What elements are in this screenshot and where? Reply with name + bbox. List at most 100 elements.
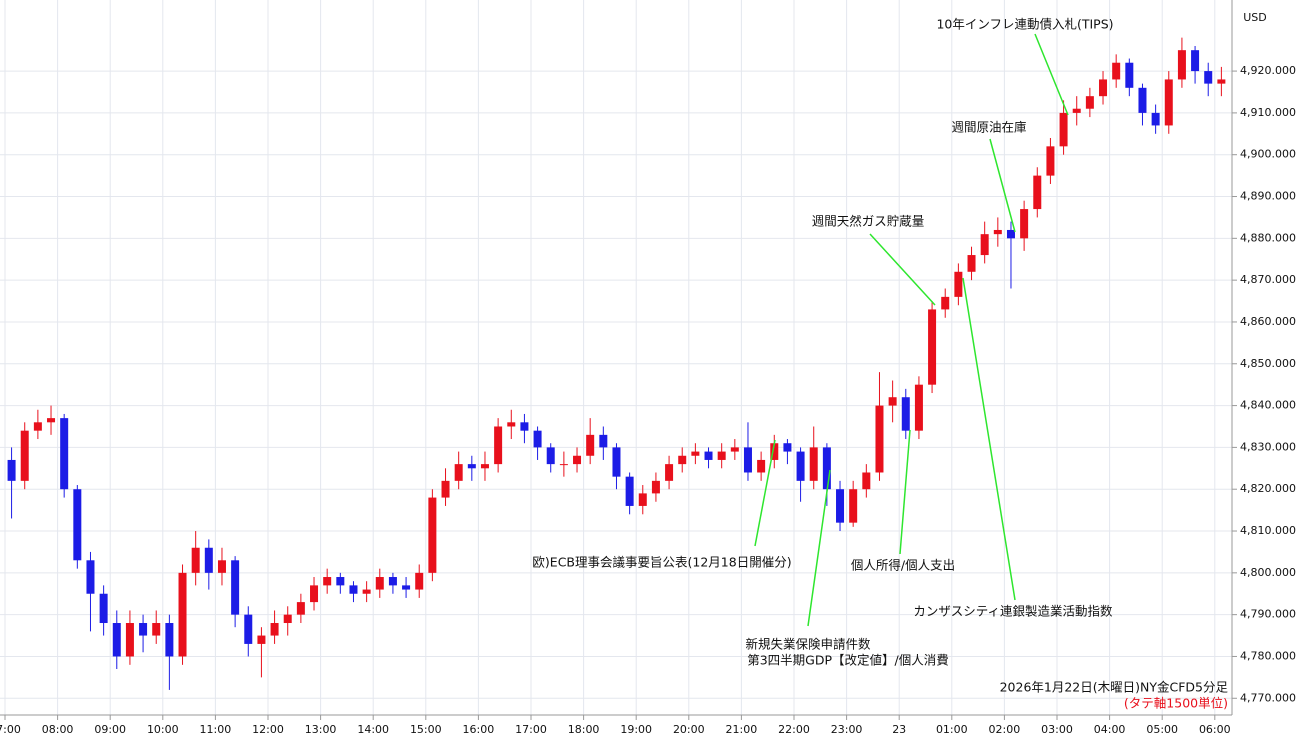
- candle-body: [415, 572, 424, 590]
- candle-body: [217, 560, 226, 573]
- annotation-line: [962, 277, 1016, 601]
- candle-body: [730, 447, 739, 452]
- y-tick-label: 4,910.000: [1240, 106, 1296, 119]
- x-tick-label: 22:00: [778, 723, 810, 736]
- y-tick-label: 4,860.000: [1240, 315, 1296, 328]
- annotation: 週間原油在庫: [951, 120, 1026, 135]
- candle-body: [388, 577, 397, 586]
- candle-body: [1020, 209, 1029, 239]
- candle-body: [980, 234, 989, 256]
- x-tick-label: 17:00: [515, 723, 547, 736]
- candle-body: [336, 577, 345, 586]
- candle-body: [1164, 79, 1173, 126]
- candle-body: [1072, 108, 1081, 113]
- annotation: 欧)ECB理事会議事要旨公表(12月18日開催分): [532, 555, 791, 570]
- annotation: 新規失業保険申請件数: [745, 637, 871, 652]
- candle-body: [257, 635, 266, 644]
- y-tick-label: 4,800.000: [1240, 566, 1296, 579]
- candle-body: [901, 397, 910, 431]
- annotation: 10年インフレ連動債入札(TIPS): [936, 17, 1113, 32]
- y-tick-label: 4,840.000: [1240, 399, 1296, 412]
- candle-body: [1177, 50, 1186, 80]
- annotations: 10年インフレ連動債入札(TIPS) 週間原油在庫 週間天然ガス貯蔵量 欧)EC…: [532, 17, 1113, 668]
- candle-body: [743, 447, 752, 473]
- annotation: 個人所得/個人支出: [851, 558, 955, 573]
- candle-body: [296, 602, 305, 615]
- annotation: カンザスシティ連銀製造業活動指数: [913, 604, 1113, 619]
- candle-body: [796, 451, 805, 481]
- candle-body: [875, 405, 884, 473]
- candle-body: [862, 472, 871, 490]
- x-tick-label: 09:00: [94, 723, 126, 736]
- candle-body: [1217, 79, 1226, 84]
- x-tick-label: 18:00: [568, 723, 600, 736]
- candle-body: [270, 623, 279, 636]
- candle-body: [651, 480, 660, 494]
- y-tick-label: 4,780.000: [1240, 649, 1296, 662]
- candle-body: [139, 623, 148, 636]
- candle-body: [1125, 62, 1134, 88]
- x-tick-label: 19:00: [620, 723, 652, 736]
- candle-body: [520, 422, 529, 431]
- y-tick-label: 4,870.000: [1240, 273, 1296, 286]
- candle-body: [678, 455, 687, 465]
- candle-body: [573, 455, 582, 465]
- x-tick-label: 23: [892, 723, 906, 736]
- y-tick-label: 4,880.000: [1240, 231, 1296, 244]
- candle-body: [1085, 96, 1094, 109]
- candle-body: [704, 451, 713, 460]
- candle-body: [928, 309, 937, 385]
- candle-body: [612, 447, 621, 477]
- x-tick-label: 03:00: [1041, 723, 1073, 736]
- candle-body: [152, 623, 161, 636]
- candle-body: [494, 426, 503, 465]
- y-tick-label: 4,790.000: [1240, 608, 1296, 621]
- candle-body: [954, 271, 963, 297]
- candle-body: [33, 422, 42, 431]
- x-tick-label: 12:00: [252, 723, 284, 736]
- candle-body: [625, 476, 634, 506]
- annotation-line: [989, 138, 1016, 233]
- candle-body: [310, 585, 319, 603]
- candle-body: [86, 560, 95, 594]
- candle-body: [244, 614, 253, 644]
- subcaption: (タテ軸1500単位): [1124, 696, 1228, 711]
- candle-body: [507, 422, 516, 427]
- candle-body: [822, 447, 831, 490]
- candle-body: [112, 623, 121, 657]
- candle-body: [1191, 50, 1200, 72]
- x-tick-label: 07:00: [0, 723, 21, 736]
- candle-body: [99, 593, 108, 624]
- x-tick-label: 01:00: [936, 723, 968, 736]
- candle-body: [941, 296, 950, 310]
- x-tick-label: 20:00: [673, 723, 705, 736]
- candle-body: [1059, 112, 1068, 147]
- currency-label: USD: [1243, 11, 1267, 24]
- x-tick-label: 06:00: [1199, 723, 1231, 736]
- candle-body: [599, 434, 608, 448]
- candle-body: [836, 489, 845, 523]
- annotation-line: [899, 429, 911, 555]
- candle-body: [1046, 146, 1055, 176]
- x-tick-label: 10:00: [147, 723, 179, 736]
- candle-body: [1033, 175, 1042, 210]
- grid: [0, 0, 1232, 715]
- x-tick-label: 16:00: [463, 723, 495, 736]
- y-tick-label: 4,920.000: [1240, 64, 1296, 77]
- x-tick-label: 05:00: [1146, 723, 1178, 736]
- caption: 2026年1月22日(木曜日)NY金CFD5分足: [1000, 680, 1229, 695]
- candle-body: [1151, 112, 1160, 126]
- annotation-line: [1034, 33, 1069, 116]
- candles: [7, 37, 1226, 690]
- candle-body: [770, 443, 779, 460]
- candle-body: [441, 480, 450, 498]
- candle-body: [191, 547, 200, 573]
- candle-body: [60, 418, 69, 490]
- candle-body: [691, 451, 700, 456]
- candle-body: [349, 585, 358, 594]
- y-tick-label: 4,810.000: [1240, 524, 1296, 537]
- candle-body: [428, 497, 437, 573]
- candle-body: [1112, 62, 1121, 80]
- candle-body: [1006, 229, 1015, 239]
